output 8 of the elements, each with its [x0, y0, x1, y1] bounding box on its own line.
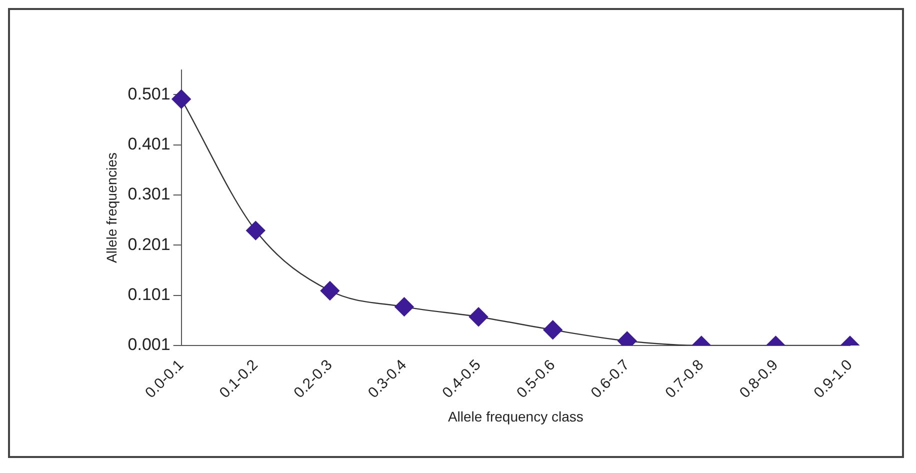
y-tick-label: 0.401 [128, 134, 170, 154]
y-tick-label: 0.001 [128, 335, 170, 354]
y-tick-label: 0.201 [128, 234, 170, 254]
y-tick-label: 0.101 [128, 284, 170, 304]
x-axis-title: Allele frequency class [448, 408, 584, 424]
y-tick-label: 0.501 [128, 84, 170, 104]
y-tick-label: 0.301 [128, 184, 170, 204]
y-axis-title: Allele frequencies [103, 152, 120, 263]
